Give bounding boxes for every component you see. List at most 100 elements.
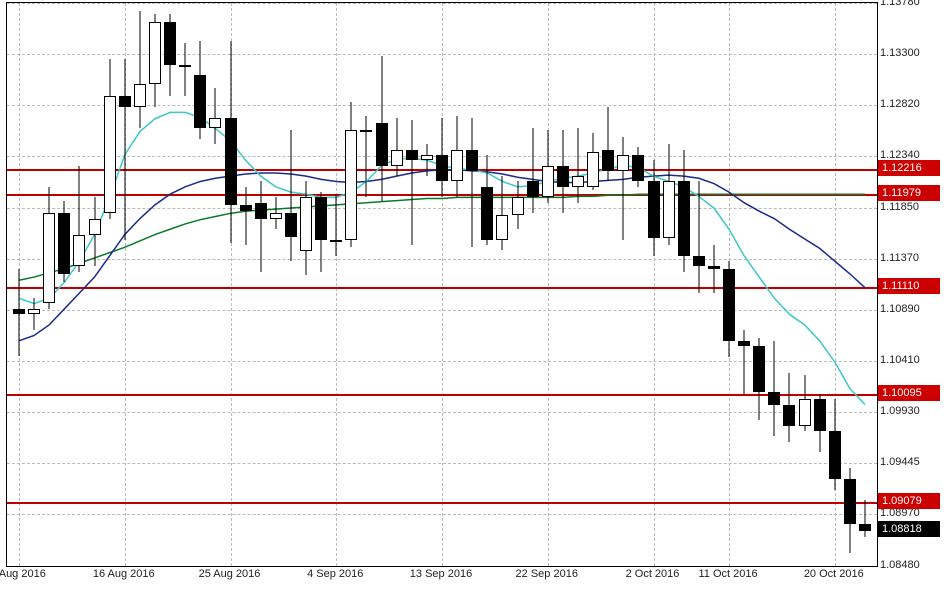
candle[interactable]	[587, 3, 599, 566]
candle-body	[859, 524, 871, 531]
candle[interactable]	[119, 3, 131, 566]
candle[interactable]	[814, 3, 826, 566]
candle[interactable]	[240, 3, 252, 566]
candle-body	[315, 197, 327, 239]
candle-wick	[336, 194, 337, 256]
candle[interactable]	[572, 3, 584, 566]
candle[interactable]	[104, 3, 116, 566]
candle[interactable]	[89, 3, 101, 566]
candle[interactable]	[678, 3, 690, 566]
candle[interactable]	[164, 3, 176, 566]
candle[interactable]	[406, 3, 418, 566]
candle[interactable]	[708, 3, 720, 566]
candle-body	[28, 309, 40, 314]
x-tick-label: 4 Sep 2016	[307, 568, 363, 580]
candle[interactable]	[844, 3, 856, 566]
x-tick-label: 22 Sep 2016	[516, 568, 578, 580]
candle-body	[179, 65, 191, 67]
candle[interactable]	[602, 3, 614, 566]
candle[interactable]	[73, 3, 85, 566]
candle-body	[73, 235, 85, 267]
candle[interactable]	[738, 3, 750, 566]
plot-area[interactable]	[6, 2, 878, 567]
y-axis: 1.137801.133001.128201.123401.118501.113…	[878, 2, 948, 565]
candle-body	[164, 22, 176, 64]
candle[interactable]	[512, 3, 524, 566]
candle[interactable]	[28, 3, 40, 566]
candle-body	[829, 431, 841, 479]
candle-body	[496, 215, 508, 239]
candle[interactable]	[632, 3, 644, 566]
candle-body	[632, 155, 644, 182]
candle[interactable]	[768, 3, 780, 566]
candle[interactable]	[13, 3, 25, 566]
candle[interactable]	[617, 3, 629, 566]
candle[interactable]	[194, 3, 206, 566]
candle[interactable]	[376, 3, 388, 566]
candle[interactable]	[799, 3, 811, 566]
candle[interactable]	[421, 3, 433, 566]
current-price-tag: 1.08818	[878, 521, 940, 537]
candle-body	[240, 205, 252, 211]
candle[interactable]	[542, 3, 554, 566]
candle-body	[783, 405, 795, 426]
candle[interactable]	[723, 3, 735, 566]
candle[interactable]	[149, 3, 161, 566]
candle-wick	[260, 181, 261, 271]
candle-body	[421, 155, 433, 160]
candle[interactable]	[496, 3, 508, 566]
candle[interactable]	[300, 3, 312, 566]
candle-body	[527, 181, 539, 197]
price-level-tag: 1.11110	[878, 278, 940, 294]
candle[interactable]	[783, 3, 795, 566]
candle-body	[481, 187, 493, 240]
candle-body	[89, 219, 101, 235]
candle[interactable]	[557, 3, 569, 566]
candle[interactable]	[829, 3, 841, 566]
candle-wick	[426, 144, 427, 176]
candle-body	[119, 96, 131, 107]
candle[interactable]	[255, 3, 267, 566]
candle[interactable]	[859, 3, 871, 566]
candle[interactable]	[693, 3, 705, 566]
candle[interactable]	[663, 3, 675, 566]
candle-body	[13, 309, 25, 314]
candle-wick	[185, 43, 186, 96]
candle-body	[270, 213, 282, 218]
candle[interactable]	[451, 3, 463, 566]
candle[interactable]	[285, 3, 297, 566]
x-tick-label: 25 Aug 2016	[199, 568, 261, 580]
candle[interactable]	[43, 3, 55, 566]
candle[interactable]	[753, 3, 765, 566]
candle[interactable]	[360, 3, 372, 566]
candle-body	[209, 118, 221, 129]
candle-body	[678, 181, 690, 255]
candle-wick	[472, 118, 473, 248]
candle[interactable]	[391, 3, 403, 566]
candle[interactable]	[330, 3, 342, 566]
candle[interactable]	[466, 3, 478, 566]
x-tick-label: 16 Aug 2016	[93, 568, 155, 580]
candle[interactable]	[179, 3, 191, 566]
candle-body	[557, 166, 569, 187]
candle[interactable]	[527, 3, 539, 566]
candle[interactable]	[315, 3, 327, 566]
candle-wick	[744, 330, 745, 394]
candle[interactable]	[270, 3, 282, 566]
candle-body	[376, 123, 388, 165]
y-tick-label: 1.10890	[880, 303, 920, 315]
candle[interactable]	[345, 3, 357, 566]
candle[interactable]	[58, 3, 70, 566]
candle-body	[104, 96, 116, 213]
candle-wick	[865, 500, 866, 537]
candle-body	[149, 22, 161, 84]
candlestick-chart: 1.137801.133001.128201.123401.118501.113…	[0, 0, 948, 593]
candle[interactable]	[134, 3, 146, 566]
candle[interactable]	[481, 3, 493, 566]
candle-body	[693, 256, 705, 267]
candle[interactable]	[648, 3, 660, 566]
candle[interactable]	[225, 3, 237, 566]
candle-body	[587, 152, 599, 187]
candle[interactable]	[209, 3, 221, 566]
candle[interactable]	[436, 3, 448, 566]
